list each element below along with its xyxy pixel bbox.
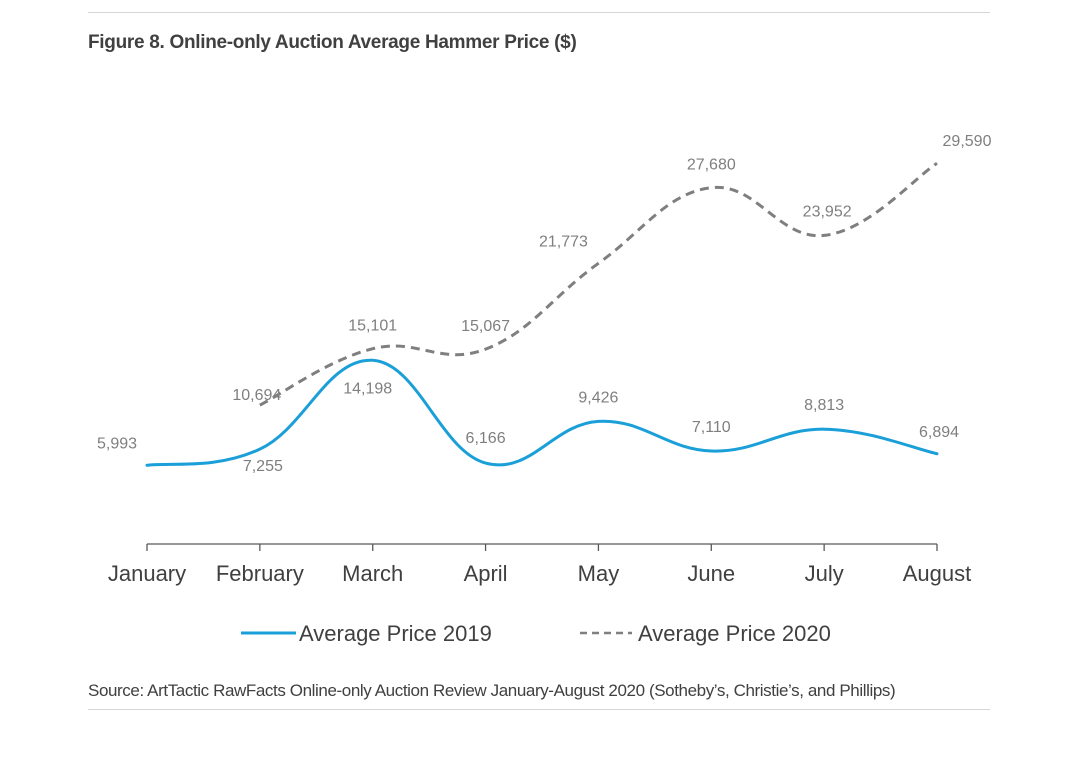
- data-label: 15,067: [461, 318, 510, 335]
- data-label: 5,993: [97, 435, 137, 452]
- data-label: 29,590: [943, 133, 992, 150]
- x-tick-label: May: [578, 561, 620, 586]
- x-tick-label: August: [903, 561, 972, 586]
- source-note: Source: ArtTactic RawFacts Online-only A…: [88, 681, 896, 700]
- data-label: 6,166: [466, 430, 506, 447]
- data-label: 14,198: [343, 380, 392, 397]
- series-line-average-price-2020: [259, 161, 938, 407]
- series-line-average-price-2019: [145, 358, 939, 467]
- data-label: 6,894: [919, 424, 959, 441]
- x-tick-label: June: [687, 561, 735, 586]
- data-label: 27,680: [687, 157, 736, 174]
- x-tick-label: July: [805, 561, 844, 586]
- data-label: 10,694: [232, 387, 281, 404]
- x-axis: January February March April May June July Augu…: [108, 543, 972, 586]
- top-rule: [88, 12, 990, 13]
- x-tick-label: January: [108, 561, 186, 586]
- legend-label-2020: Average Price 2020: [638, 621, 831, 646]
- x-tick-label: March: [342, 561, 403, 586]
- data-label: 15,101: [348, 318, 397, 335]
- legend-label-2019: Average Price 2019: [299, 621, 492, 646]
- x-tick-label: February: [216, 561, 304, 586]
- legend: Average Price 2019 Average Price 2020: [241, 621, 831, 646]
- data-label: 7,110: [692, 419, 731, 436]
- bottom-rule: [88, 709, 990, 710]
- x-tick-label: April: [464, 561, 508, 586]
- figure-title: Figure 8. Online-only Auction Average Ha…: [88, 32, 577, 53]
- data-label: 9,426: [578, 389, 618, 406]
- data-label: 23,952: [803, 203, 852, 220]
- data-labels: 5,993 7,255 14,198 6,166 9,426 7,110 8,813 6,89…: [97, 133, 992, 475]
- data-label: 8,813: [804, 397, 844, 414]
- series-lines: [145, 161, 939, 467]
- data-label: 21,773: [539, 233, 588, 250]
- data-label: 7,255: [243, 458, 283, 475]
